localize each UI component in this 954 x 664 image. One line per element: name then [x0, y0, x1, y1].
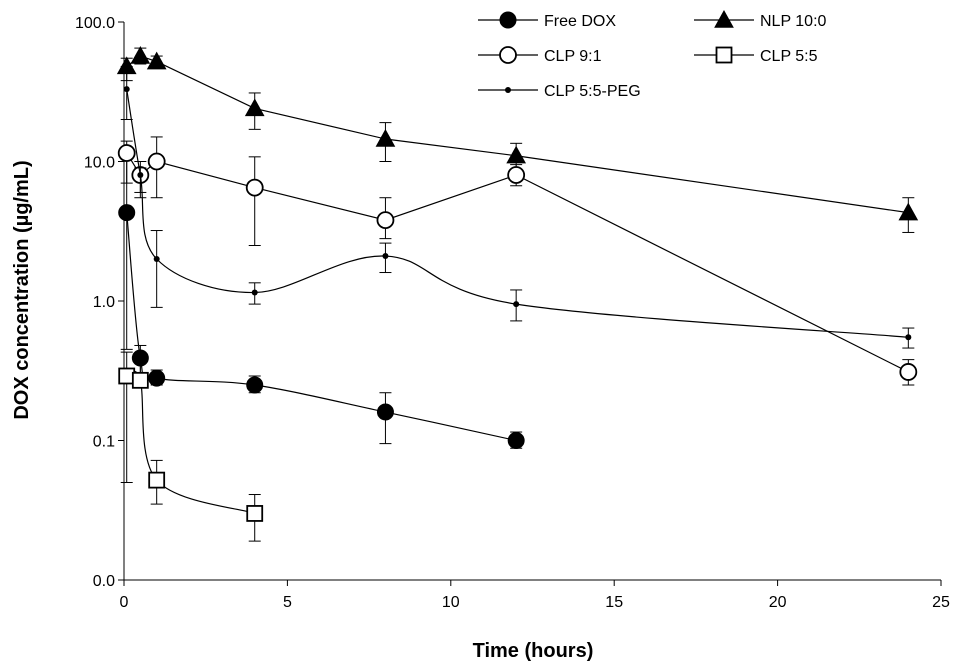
data-point: [123, 86, 130, 93]
data-point: [507, 432, 525, 449]
legend-label: Free DOX: [544, 13, 616, 30]
data-point: [899, 363, 918, 381]
data-point: [148, 369, 166, 387]
data-point: [375, 128, 396, 147]
legend-label: CLP 5:5: [760, 48, 818, 65]
series-clp-5-5-peg: [120, 65, 915, 349]
data-point: [376, 403, 394, 421]
legend-marker: [714, 9, 734, 28]
x-tick-label: 20: [769, 594, 787, 611]
x-tick-label: 10: [442, 594, 460, 611]
y-tick-label: 0.0: [93, 573, 115, 590]
series-free-dox: [118, 149, 525, 449]
legend-marker: [499, 46, 517, 64]
data-point: [117, 144, 136, 162]
x-tick-label: 0: [120, 594, 129, 611]
data-point: [898, 202, 919, 221]
data-point: [245, 178, 264, 197]
series-clp-5-5: [118, 351, 264, 542]
legend-item-clp-5-5-peg: CLP 5:5-PEG: [478, 83, 641, 100]
data-point: [905, 334, 912, 341]
axes: 0 5 10 15 20 25 0.0 0.1 1.0 10.0 100.0: [75, 15, 950, 611]
data-point: [251, 289, 258, 296]
series-clp-9-1: [117, 136, 918, 386]
legend-item-free-dox: Free DOX: [478, 11, 616, 30]
legend: Free DOX NLP 10:0 CLP 9:1 CLP 5:5 CLP 5:5-PE…: [478, 9, 827, 100]
data-point: [246, 376, 264, 394]
data-point: [376, 211, 395, 230]
y-tick-label: 100.0: [75, 15, 115, 32]
data-point: [147, 152, 166, 171]
data-point: [382, 253, 389, 260]
legend-item-nlp-10-0: NLP 10:0: [694, 9, 827, 30]
legend-item-clp-9-1: CLP 9:1: [478, 46, 602, 65]
y-tick-label: 0.1: [93, 434, 115, 451]
legend-label: CLP 5:5-PEG: [544, 83, 641, 100]
data-point: [246, 505, 264, 522]
data-point: [146, 51, 167, 70]
x-axis-title: Time (hours): [473, 640, 594, 662]
y-axis-title: DOX concentration (µg/mL): [11, 160, 33, 419]
series-line: [126, 212, 517, 442]
legend-marker: [499, 11, 517, 29]
legend-item-clp-5-5: CLP 5:5: [694, 46, 818, 65]
data-point: [131, 371, 149, 389]
legend-marker: [505, 87, 511, 93]
y-tick-label: 10.0: [84, 155, 115, 172]
x-tick-label: 25: [932, 594, 950, 611]
series-nlp-10-0: [116, 46, 919, 233]
x-tick-label: 15: [605, 594, 623, 611]
series-line: [126, 89, 909, 338]
legend-label: NLP 10:0: [760, 13, 827, 30]
legend-label: CLP 9:1: [544, 48, 602, 65]
data-point: [130, 46, 151, 64]
y-tick-label: 1.0: [93, 294, 115, 311]
legend-marker: [715, 46, 733, 64]
x-tick-label: 5: [283, 594, 292, 611]
data-point: [244, 98, 265, 117]
series-line: [126, 370, 255, 515]
data-point: [118, 204, 136, 222]
data-point: [153, 256, 160, 263]
data-point: [506, 145, 527, 164]
data-point: [513, 301, 520, 308]
series-line: [126, 55, 909, 214]
data-point: [148, 471, 166, 489]
series-layer: [116, 46, 919, 542]
data-point: [137, 172, 144, 179]
data-point: [507, 166, 526, 184]
